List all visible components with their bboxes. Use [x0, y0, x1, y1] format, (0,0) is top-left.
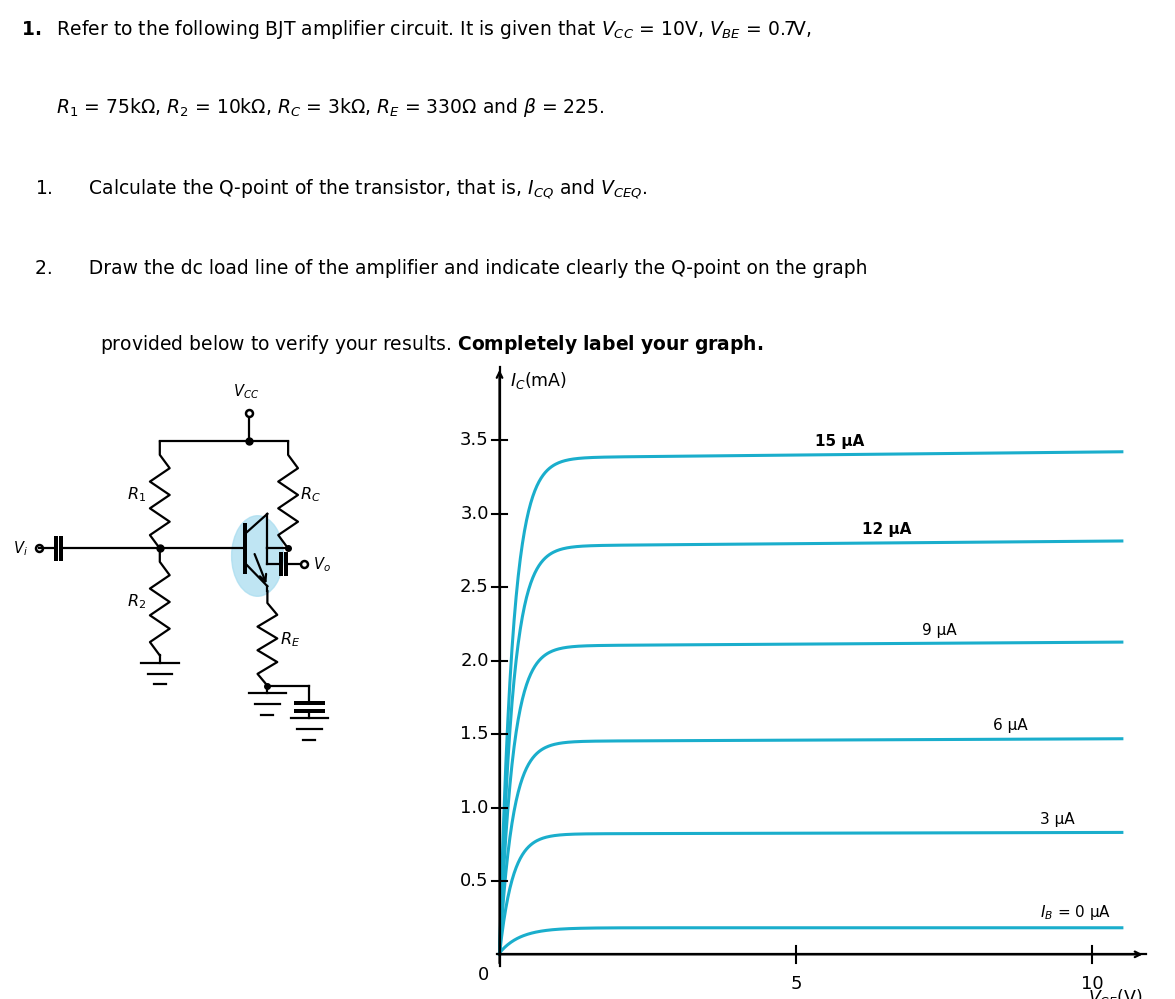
Text: 12 μA: 12 μA — [862, 522, 912, 537]
Text: 3.0: 3.0 — [461, 504, 489, 522]
Text: $R_2$: $R_2$ — [127, 592, 146, 611]
Text: $R_1$: $R_1$ — [127, 486, 146, 504]
Text: 3.5: 3.5 — [461, 432, 489, 450]
Text: 0.5: 0.5 — [461, 872, 489, 890]
Text: $V_o$: $V_o$ — [313, 554, 330, 573]
Text: 2.      Draw the dc load line of the amplifier and indicate clearly the Q-point : 2. Draw the dc load line of the amplifie… — [35, 259, 868, 278]
Text: $R_E$: $R_E$ — [280, 630, 300, 649]
Text: 9 μA: 9 μA — [921, 622, 956, 637]
Text: 3 μA: 3 μA — [1040, 812, 1075, 827]
Text: 1.      Calculate the Q-point of the transistor, that is, $I_{CQ}$ and $V_{CEQ}$: 1. Calculate the Q-point of the transist… — [35, 178, 647, 201]
Text: $I_B$ = 0 μA: $I_B$ = 0 μA — [1040, 903, 1112, 922]
Text: $V_{CC}$: $V_{CC}$ — [233, 382, 260, 401]
Text: 2.5: 2.5 — [461, 578, 489, 596]
Text: $V_{CE}$(V): $V_{CE}$(V) — [1088, 987, 1142, 999]
Text: 15 μA: 15 μA — [814, 434, 864, 450]
Text: 0: 0 — [477, 966, 489, 984]
Text: 10: 10 — [1081, 975, 1103, 993]
Text: $R_C$: $R_C$ — [300, 486, 321, 504]
Text: 2.0: 2.0 — [461, 651, 489, 669]
Text: 1.0: 1.0 — [461, 798, 489, 816]
Text: $\mathbf{1.}$  Refer to the following BJT amplifier circuit. It is given that $V: $\mathbf{1.}$ Refer to the following BJT… — [21, 19, 812, 42]
Text: provided below to verify your results. $\bf{Completely\ label\ your\ graph.}$: provided below to verify your results. $… — [100, 333, 763, 356]
Text: 6 μA: 6 μA — [993, 718, 1027, 733]
Text: 5: 5 — [790, 975, 801, 993]
Text: 1.5: 1.5 — [461, 725, 489, 743]
Text: $I_C$(mA): $I_C$(mA) — [510, 370, 568, 391]
Ellipse shape — [231, 515, 283, 596]
Text: $V_i$: $V_i$ — [13, 539, 28, 557]
Text: $R_1$ = 75k$\Omega$, $R_2$ = 10k$\Omega$, $R_C$ = 3k$\Omega$, $R_E$ = 330$\Omega: $R_1$ = 75k$\Omega$, $R_2$ = 10k$\Omega$… — [56, 96, 605, 119]
